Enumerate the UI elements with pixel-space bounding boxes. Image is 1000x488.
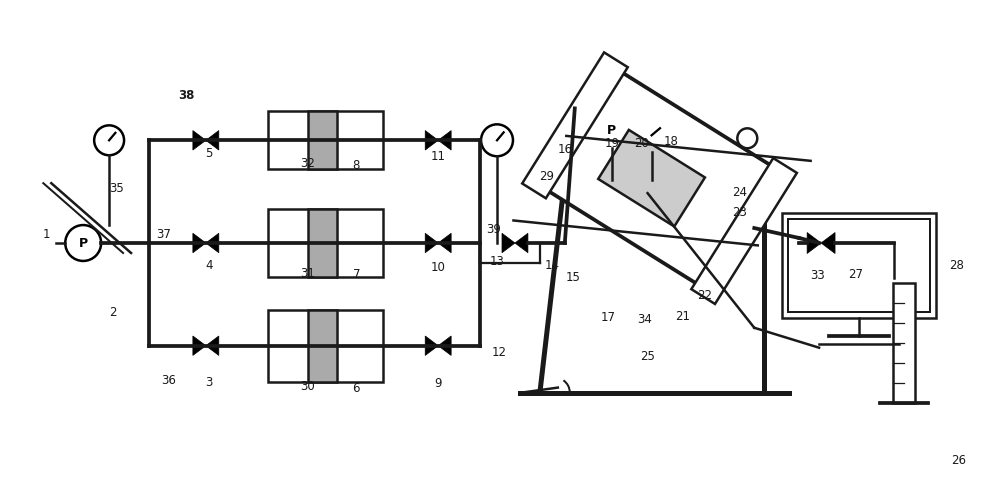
Polygon shape — [193, 233, 206, 253]
Polygon shape — [538, 66, 781, 290]
Text: 33: 33 — [810, 269, 824, 282]
Text: 18: 18 — [664, 135, 679, 148]
Polygon shape — [206, 233, 219, 253]
Bar — [893, 283, 915, 403]
Bar — [268, 310, 383, 382]
Polygon shape — [522, 52, 628, 198]
Polygon shape — [206, 131, 219, 150]
Text: 39: 39 — [487, 223, 501, 236]
Bar — [268, 209, 383, 277]
Polygon shape — [438, 336, 451, 355]
Text: 34: 34 — [637, 313, 652, 326]
Text: 11: 11 — [431, 150, 446, 163]
Text: 7: 7 — [353, 268, 360, 281]
Polygon shape — [438, 233, 451, 253]
Polygon shape — [193, 131, 206, 150]
Polygon shape — [438, 131, 451, 150]
Bar — [308, 209, 337, 277]
Text: 1: 1 — [43, 228, 50, 241]
Text: 2: 2 — [109, 305, 117, 319]
Bar — [308, 111, 337, 169]
Text: 10: 10 — [431, 261, 446, 274]
Polygon shape — [502, 233, 515, 253]
Bar — [782, 213, 936, 318]
Text: 24: 24 — [732, 186, 747, 200]
Text: 4: 4 — [205, 260, 213, 272]
Polygon shape — [425, 131, 438, 150]
Polygon shape — [425, 233, 438, 253]
Bar — [788, 219, 930, 312]
Bar — [308, 310, 337, 382]
Text: 30: 30 — [300, 380, 315, 392]
Text: 8: 8 — [353, 159, 360, 172]
Polygon shape — [206, 336, 219, 355]
Text: 35: 35 — [109, 182, 123, 195]
Text: 27: 27 — [848, 268, 863, 281]
Text: 28: 28 — [949, 260, 964, 272]
Polygon shape — [598, 130, 705, 226]
Text: 36: 36 — [162, 374, 176, 387]
Text: 20: 20 — [634, 137, 649, 150]
Text: 6: 6 — [352, 382, 359, 394]
Text: 26: 26 — [951, 454, 966, 467]
Text: P: P — [79, 237, 88, 249]
Text: P: P — [607, 124, 616, 137]
Text: 14: 14 — [544, 260, 559, 272]
Polygon shape — [807, 233, 821, 253]
Text: 15: 15 — [565, 270, 580, 284]
Text: 5: 5 — [205, 147, 213, 161]
Polygon shape — [821, 233, 835, 253]
Text: 22: 22 — [697, 288, 712, 302]
Text: 3: 3 — [205, 376, 213, 389]
Polygon shape — [193, 336, 206, 355]
Text: 9: 9 — [434, 377, 442, 390]
Text: 13: 13 — [490, 255, 504, 267]
Text: 12: 12 — [492, 346, 507, 359]
Text: 23: 23 — [732, 206, 747, 219]
Text: 31: 31 — [300, 267, 315, 280]
Text: 38: 38 — [178, 89, 194, 102]
Text: 17: 17 — [600, 311, 615, 325]
Text: 21: 21 — [675, 309, 690, 323]
Text: 16: 16 — [557, 142, 572, 156]
Polygon shape — [691, 158, 797, 304]
Polygon shape — [515, 233, 528, 253]
Text: 19: 19 — [604, 137, 619, 150]
Polygon shape — [425, 336, 438, 355]
Text: 32: 32 — [300, 157, 315, 170]
Bar — [268, 111, 383, 169]
Text: 29: 29 — [539, 170, 554, 183]
Text: 37: 37 — [157, 228, 171, 241]
Text: 25: 25 — [640, 350, 655, 364]
